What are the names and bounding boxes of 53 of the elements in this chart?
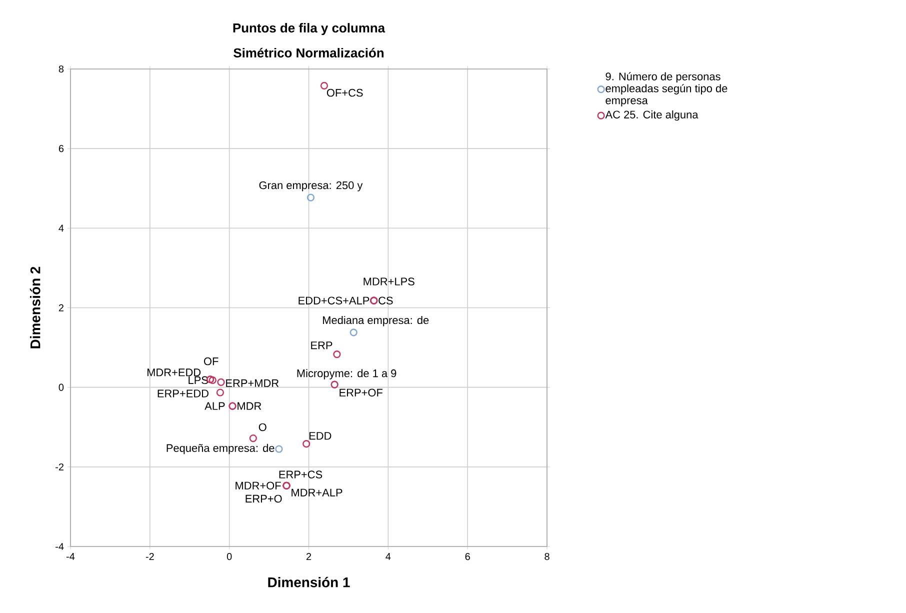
x-tick-label: 4 [386,553,391,560]
point [216,388,224,396]
y-tick-label: 8 [58,65,64,73]
y-axis-title: Dimensión 2 [30,266,40,348]
x-tick-label: 8 [544,553,550,560]
x-tick-label: 0 [226,553,232,560]
point [333,350,341,358]
point [306,194,315,202]
chart-title: Puntos de fila y columna [233,23,386,36]
y-tick-label: 6 [58,145,64,152]
annotation: MDR [238,402,262,410]
x-tick-label: 2 [306,553,312,560]
annotation: Gran empresa: 250 y [259,181,363,192]
annotation: ERP+O [246,494,282,503]
annotation: LPS [188,376,208,384]
annotation: EDD+CS+ALP [298,296,370,304]
y-tick-label: 2 [58,304,64,312]
annotation: ERP+OF [340,388,382,397]
point [302,440,310,448]
annotation: EDD [309,432,332,440]
annotation: Pequeña empresa: de [166,444,274,454]
x-tick-label: 6 [465,553,470,560]
annotation: OF [204,357,218,366]
legend-label: 9. Número de personas empleadas según tipo de empresa [606,72,728,106]
legend-label: AC 25. Cite alguna [605,110,698,121]
y-tick-label: -4 [56,543,64,550]
annotation: ALP [204,402,225,410]
annotation: Mediana empresa: de [323,316,429,326]
y-tick-label: -2 [56,463,64,470]
annotation: CS [378,296,393,304]
annotation: MDR+LPS [364,278,414,286]
y-tick-label: 0 [58,384,64,391]
point [208,376,216,384]
point [350,328,358,336]
annotation: ERP+CS [279,470,322,478]
x-tick-label: -2 [146,553,154,560]
y-tick-label: 4 [58,224,64,232]
chart-subtitle: Simétrico Normalización [234,48,384,58]
annotation: MDR+ALP [292,488,342,496]
annotation: ERP [311,342,332,350]
x-tick-label: -4 [66,553,75,560]
annotation: O [258,423,266,432]
annotation: MDR+OF [236,482,281,490]
annotation: Micropyme: de 1 a 9 [297,369,396,380]
point [249,434,257,442]
annotation: ERP+EDD [158,390,208,398]
annotation: OF+CS [326,88,363,97]
point [275,445,283,453]
point [320,82,328,90]
annotation: MDR+EDD [147,368,201,376]
point [217,378,225,386]
annotation: ERP+MDR [226,379,279,387]
x-axis-title: Dimensión 1 [268,576,350,588]
